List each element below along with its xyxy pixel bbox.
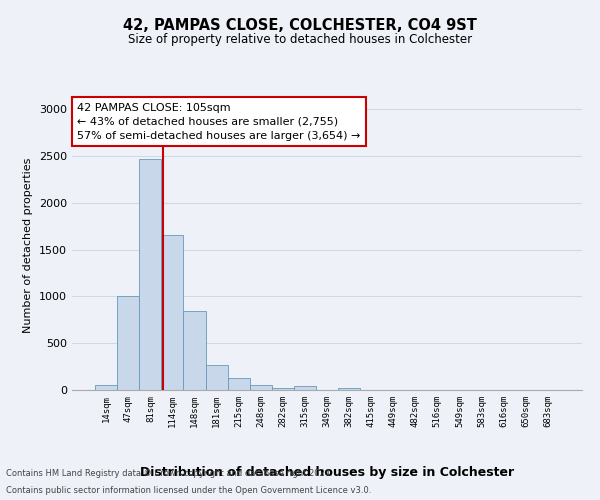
Bar — [338, 388, 360, 390]
Text: 42, PAMPAS CLOSE, COLCHESTER, CO4 9ST: 42, PAMPAS CLOSE, COLCHESTER, CO4 9ST — [123, 18, 477, 32]
Text: Size of property relative to detached houses in Colchester: Size of property relative to detached ho… — [128, 32, 472, 46]
Bar — [117, 296, 139, 390]
Bar — [206, 364, 227, 390]
Bar — [139, 159, 161, 390]
Bar — [250, 385, 272, 390]
Bar — [227, 378, 250, 390]
Bar — [95, 385, 117, 390]
Text: 42 PAMPAS CLOSE: 105sqm
← 43% of detached houses are smaller (2,755)
57% of semi: 42 PAMPAS CLOSE: 105sqm ← 43% of detache… — [77, 103, 361, 141]
Bar — [184, 312, 206, 390]
Text: Contains public sector information licensed under the Open Government Licence v3: Contains public sector information licen… — [6, 486, 371, 495]
Bar — [272, 388, 294, 390]
Bar — [294, 386, 316, 390]
Text: Contains HM Land Registry data © Crown copyright and database right 2024.: Contains HM Land Registry data © Crown c… — [6, 468, 332, 477]
Bar — [161, 234, 184, 390]
Y-axis label: Number of detached properties: Number of detached properties — [23, 158, 34, 332]
X-axis label: Distribution of detached houses by size in Colchester: Distribution of detached houses by size … — [140, 466, 514, 479]
